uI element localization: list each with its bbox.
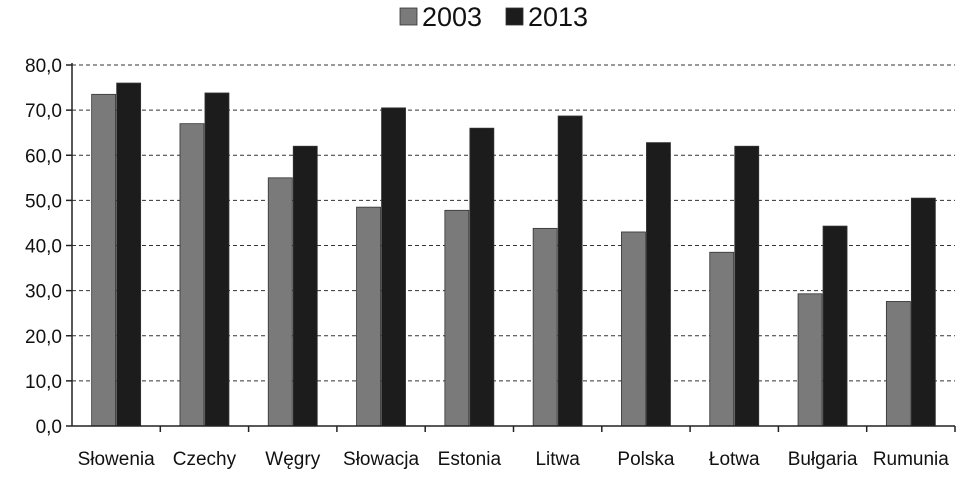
bar-2003-6 bbox=[621, 231, 646, 427]
bar-2013-9 bbox=[910, 197, 936, 427]
y-tick-label: 30,0 bbox=[25, 282, 62, 303]
y-tick-label: 80,0 bbox=[25, 56, 62, 77]
legend-label-2003: 2003 bbox=[422, 2, 482, 32]
legend-label-2013: 2013 bbox=[528, 2, 588, 32]
bar-2013-3 bbox=[381, 107, 406, 427]
bar-2013-5 bbox=[557, 115, 583, 427]
bar-2013-6 bbox=[646, 142, 671, 427]
bar-2013-8 bbox=[822, 225, 848, 427]
y-tick-label: 10,0 bbox=[25, 372, 62, 393]
y-tick-label: 40,0 bbox=[25, 237, 62, 258]
gridlines bbox=[72, 64, 955, 382]
bar-2003-2 bbox=[267, 177, 293, 427]
bar-2003-7 bbox=[709, 251, 735, 427]
x-category-label: Słowenia bbox=[78, 449, 156, 470]
bar-2013-1 bbox=[204, 92, 230, 427]
bar-2013-4 bbox=[469, 127, 495, 427]
bar-2003-9 bbox=[885, 301, 911, 427]
x-category-label: Węgry bbox=[265, 449, 320, 470]
y-tick-label: 50,0 bbox=[25, 191, 62, 212]
x-category-label: Litwa bbox=[535, 449, 580, 470]
bar-2013-0 bbox=[116, 82, 142, 427]
bar-2003-5 bbox=[532, 227, 558, 427]
bar-2003-8 bbox=[797, 293, 823, 427]
bar-2013-2 bbox=[292, 145, 318, 427]
axes bbox=[71, 63, 956, 432]
bar-2003-0 bbox=[91, 93, 117, 427]
y-tick-label: 20,0 bbox=[25, 327, 62, 348]
bar-2003-4 bbox=[444, 209, 470, 427]
y-tick-label: 60,0 bbox=[25, 146, 62, 167]
legend: 2003 2013 bbox=[399, 2, 588, 32]
y-axis-ticks: 0,0 10,0 20,0 30,0 40,0 50,0 60,0 70,0 80,0 bbox=[25, 56, 72, 438]
y-tick-label: 0,0 bbox=[36, 417, 62, 438]
bar-2003-1 bbox=[179, 123, 205, 427]
x-category-label: Bułgaria bbox=[788, 449, 858, 470]
legend-swatch-2003 bbox=[399, 7, 418, 26]
x-category-label: Estonia bbox=[438, 449, 502, 470]
x-category-label: Słowacja bbox=[343, 449, 419, 470]
bar-2003-3 bbox=[356, 206, 381, 427]
x-category-label: Rumunia bbox=[873, 449, 949, 470]
x-category-label: Czechy bbox=[173, 449, 237, 470]
x-axis-labels: Słowenia Czechy Węgry Słowacja Estonia Litwa P… bbox=[78, 449, 950, 470]
y-tick-label: 70,0 bbox=[25, 101, 62, 122]
x-category-label: Polska bbox=[617, 449, 674, 470]
bar-2013-7 bbox=[734, 145, 760, 427]
x-category-label: Łotwa bbox=[709, 449, 760, 470]
bars bbox=[91, 82, 936, 427]
legend-swatch-2013 bbox=[505, 7, 524, 26]
